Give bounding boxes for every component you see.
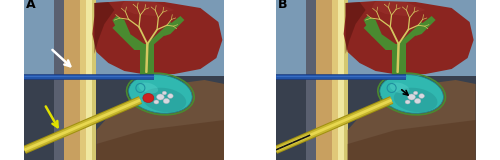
Polygon shape — [332, 0, 338, 160]
Ellipse shape — [168, 94, 173, 98]
Polygon shape — [94, 2, 114, 54]
Ellipse shape — [128, 75, 192, 113]
Polygon shape — [24, 76, 224, 160]
Ellipse shape — [414, 91, 418, 95]
Polygon shape — [24, 0, 224, 160]
Ellipse shape — [138, 83, 158, 93]
Polygon shape — [92, 1, 222, 75]
Polygon shape — [364, 24, 396, 50]
Ellipse shape — [380, 75, 444, 113]
Ellipse shape — [419, 94, 424, 98]
Polygon shape — [64, 0, 80, 160]
Ellipse shape — [414, 98, 421, 104]
Polygon shape — [276, 0, 475, 76]
Polygon shape — [346, 2, 366, 54]
Polygon shape — [92, 0, 96, 160]
Ellipse shape — [156, 94, 164, 100]
Polygon shape — [276, 0, 475, 160]
Polygon shape — [112, 16, 130, 38]
Polygon shape — [54, 0, 64, 160]
Ellipse shape — [394, 88, 438, 112]
Polygon shape — [414, 16, 436, 36]
Ellipse shape — [154, 100, 159, 104]
Text: A: A — [26, 0, 36, 11]
Polygon shape — [364, 16, 382, 38]
Polygon shape — [112, 24, 144, 50]
Polygon shape — [144, 22, 174, 50]
Polygon shape — [162, 16, 184, 36]
Ellipse shape — [143, 93, 154, 103]
Polygon shape — [372, 1, 426, 16]
Polygon shape — [24, 0, 224, 76]
Polygon shape — [120, 1, 174, 16]
Polygon shape — [344, 1, 473, 75]
Ellipse shape — [405, 100, 410, 104]
Ellipse shape — [162, 91, 166, 95]
Polygon shape — [392, 44, 406, 75]
Polygon shape — [140, 44, 154, 75]
Polygon shape — [96, 120, 224, 160]
Text: B: B — [278, 0, 287, 11]
Polygon shape — [276, 76, 475, 160]
Ellipse shape — [408, 94, 416, 100]
Polygon shape — [344, 0, 347, 160]
Polygon shape — [338, 0, 344, 160]
Ellipse shape — [163, 98, 170, 104]
Polygon shape — [86, 0, 92, 160]
Polygon shape — [80, 0, 86, 160]
Ellipse shape — [390, 83, 409, 93]
Polygon shape — [348, 120, 476, 160]
Polygon shape — [316, 0, 332, 160]
Polygon shape — [96, 80, 224, 160]
Polygon shape — [348, 80, 476, 160]
Polygon shape — [396, 22, 426, 50]
Polygon shape — [306, 0, 316, 160]
Ellipse shape — [142, 88, 186, 112]
